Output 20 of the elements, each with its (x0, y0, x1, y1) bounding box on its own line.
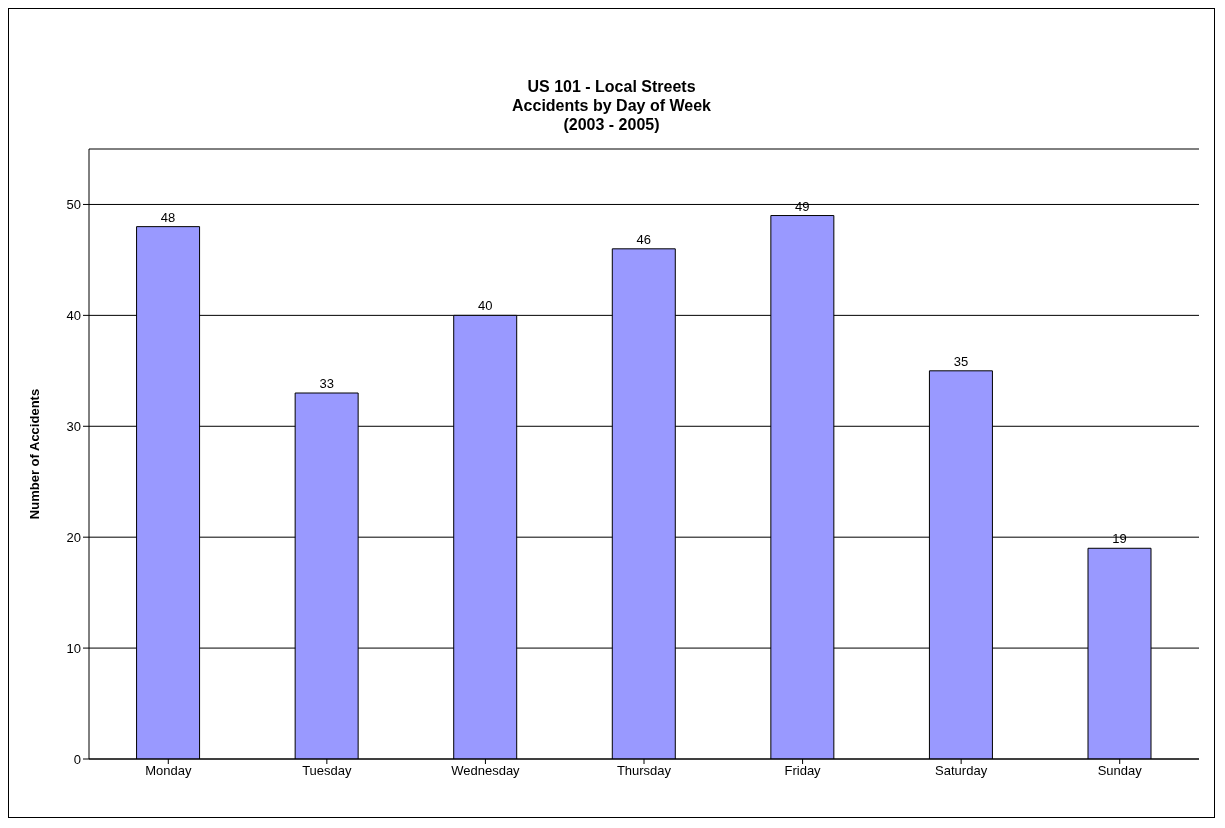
x-tick-label: Thursday (616, 763, 672, 779)
chart-title: US 101 - Local Streets Accidents by Day of Week (2003 - 2005) (511, 77, 712, 134)
y-tick-label: 50 (66, 197, 81, 213)
data-label: 35 (953, 353, 969, 369)
data-label: 46 (636, 231, 652, 247)
data-label: 48 (160, 209, 176, 225)
y-tick-label: 40 (66, 307, 81, 323)
y-axis-title: Number of Accidents (26, 388, 42, 520)
y-tick-label: 20 (66, 529, 81, 545)
data-label: 40 (477, 298, 493, 314)
x-tick-label: Sunday (1097, 763, 1143, 779)
data-label: 33 (319, 376, 334, 391)
y-tick-label: 10 (66, 640, 81, 656)
x-tick-label: Wednesday (451, 763, 521, 779)
x-tick-label: Friday (784, 763, 822, 779)
x-tick-label: Tuesday (302, 763, 353, 779)
x-tick-label: Monday (145, 763, 192, 779)
x-tick-label: Saturday (935, 763, 988, 779)
y-tick-label: 30 (66, 418, 81, 434)
y-tick-label: 0 (73, 751, 81, 767)
